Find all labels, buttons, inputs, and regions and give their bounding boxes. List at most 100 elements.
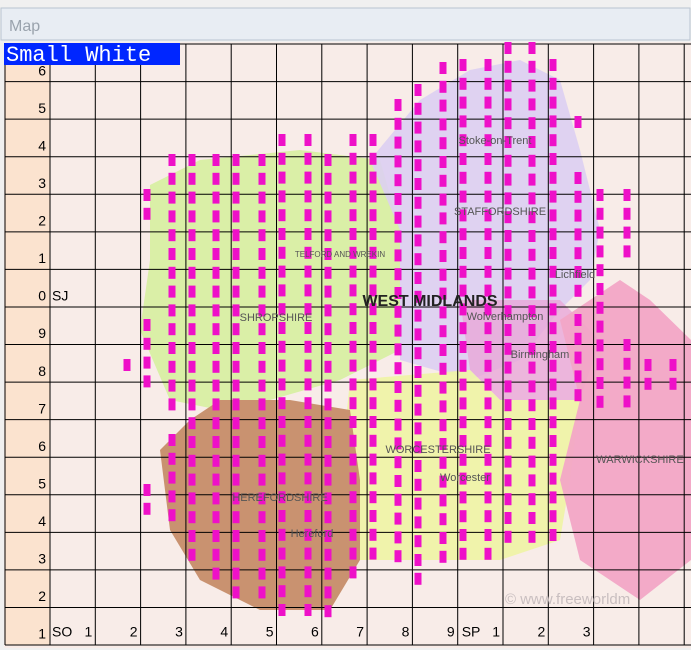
record-dot: [168, 452, 176, 465]
record-dot: [596, 207, 604, 220]
row-label: 9: [38, 325, 46, 341]
record-dot: [278, 397, 286, 410]
record-dot: [574, 209, 582, 222]
record-dot: [304, 378, 312, 391]
column-label: 3: [175, 624, 183, 640]
record-dot: [414, 516, 422, 529]
title-bar: [0, 7, 691, 41]
record-dot: [232, 323, 240, 336]
row-label: 5: [38, 100, 46, 116]
record-dot: [528, 399, 536, 412]
record-dot: [394, 324, 402, 337]
record-dot: [258, 172, 266, 185]
record-dot: [188, 191, 196, 204]
row-label: 5: [38, 475, 46, 491]
row-label: 7: [38, 400, 46, 416]
record-dot: [369, 190, 377, 203]
record-dot: [188, 436, 196, 448]
record-dot: [212, 417, 220, 430]
record-dot: [414, 102, 422, 115]
record-dot: [304, 604, 312, 616]
record-dot: [394, 174, 402, 187]
record-dot: [324, 248, 332, 260]
record-dot: [369, 209, 377, 222]
record-dot: [258, 530, 266, 542]
record-dot: [369, 359, 377, 372]
town-label: Stoke-on-Trent: [459, 135, 532, 147]
record-dot: [504, 267, 512, 280]
record-dot: [278, 190, 286, 203]
record-dot: [304, 453, 312, 466]
record-dot: [258, 342, 266, 354]
record-dot: [439, 344, 447, 356]
record-dot: [369, 303, 377, 316]
record-dot: [439, 62, 447, 74]
record-dot: [439, 99, 447, 112]
record-dot: [459, 115, 467, 128]
record-dot: [232, 172, 240, 185]
record-dot: [304, 434, 312, 447]
record-dot: [188, 360, 196, 373]
record-dot: [188, 548, 196, 561]
record-dot: [623, 339, 631, 351]
record-dot: [459, 171, 467, 184]
county-label: HEREFORDSHIRE: [232, 492, 327, 504]
record-dot: [549, 247, 557, 259]
row-label: 1: [38, 250, 46, 266]
record-dot: [168, 379, 176, 392]
record-dot: [258, 567, 266, 580]
record-dot: [439, 174, 447, 187]
town-label: TELFORD AND WREKIN: [295, 250, 385, 259]
record-dot: [369, 134, 377, 146]
column-label: 9: [447, 624, 455, 640]
record-dot: [414, 441, 422, 454]
record-dot: [304, 416, 312, 428]
record-dot: [596, 377, 604, 389]
record-dot: [484, 153, 492, 165]
record-dot: [484, 322, 492, 335]
record-dot: [459, 435, 467, 447]
record-dot: [484, 247, 492, 259]
record-dot: [232, 210, 240, 223]
record-dot: [459, 547, 467, 560]
record-dot: [278, 491, 286, 504]
record-dot: [439, 287, 447, 300]
record-dot: [394, 531, 402, 544]
record-dot: [349, 566, 357, 579]
record-dot: [484, 77, 492, 90]
record-dot: [394, 287, 402, 299]
record-dot: [168, 509, 176, 522]
record-dot: [258, 454, 266, 467]
record-dot: [143, 189, 151, 201]
record-dot: [258, 436, 266, 448]
record-dot: [528, 530, 536, 543]
record-dot: [143, 375, 151, 388]
column-label: 2: [130, 624, 138, 640]
record-dot: [258, 304, 266, 317]
record-dot: [349, 397, 357, 410]
column-label: 1: [492, 624, 500, 640]
record-dot: [349, 528, 357, 541]
record-dot: [212, 248, 220, 260]
record-dot: [324, 360, 332, 373]
record-dot: [549, 303, 557, 316]
record-dot: [369, 322, 377, 334]
warwickshire-area: [560, 280, 691, 600]
record-dot: [278, 378, 286, 391]
square-label: SP: [462, 624, 481, 640]
record-dot: [528, 474, 536, 487]
record-dot: [258, 511, 266, 524]
column-label: 3: [583, 624, 591, 640]
record-dot: [349, 171, 357, 184]
record-dot: [596, 395, 604, 408]
record-dot: [258, 379, 266, 392]
record-dot: [414, 178, 422, 190]
record-dot: [232, 266, 240, 279]
record-dot: [369, 340, 377, 353]
record-dot: [168, 360, 176, 373]
record-dot: [504, 192, 512, 205]
record-dot: [324, 511, 332, 524]
record-dot: [188, 511, 196, 524]
record-dot: [414, 403, 422, 416]
